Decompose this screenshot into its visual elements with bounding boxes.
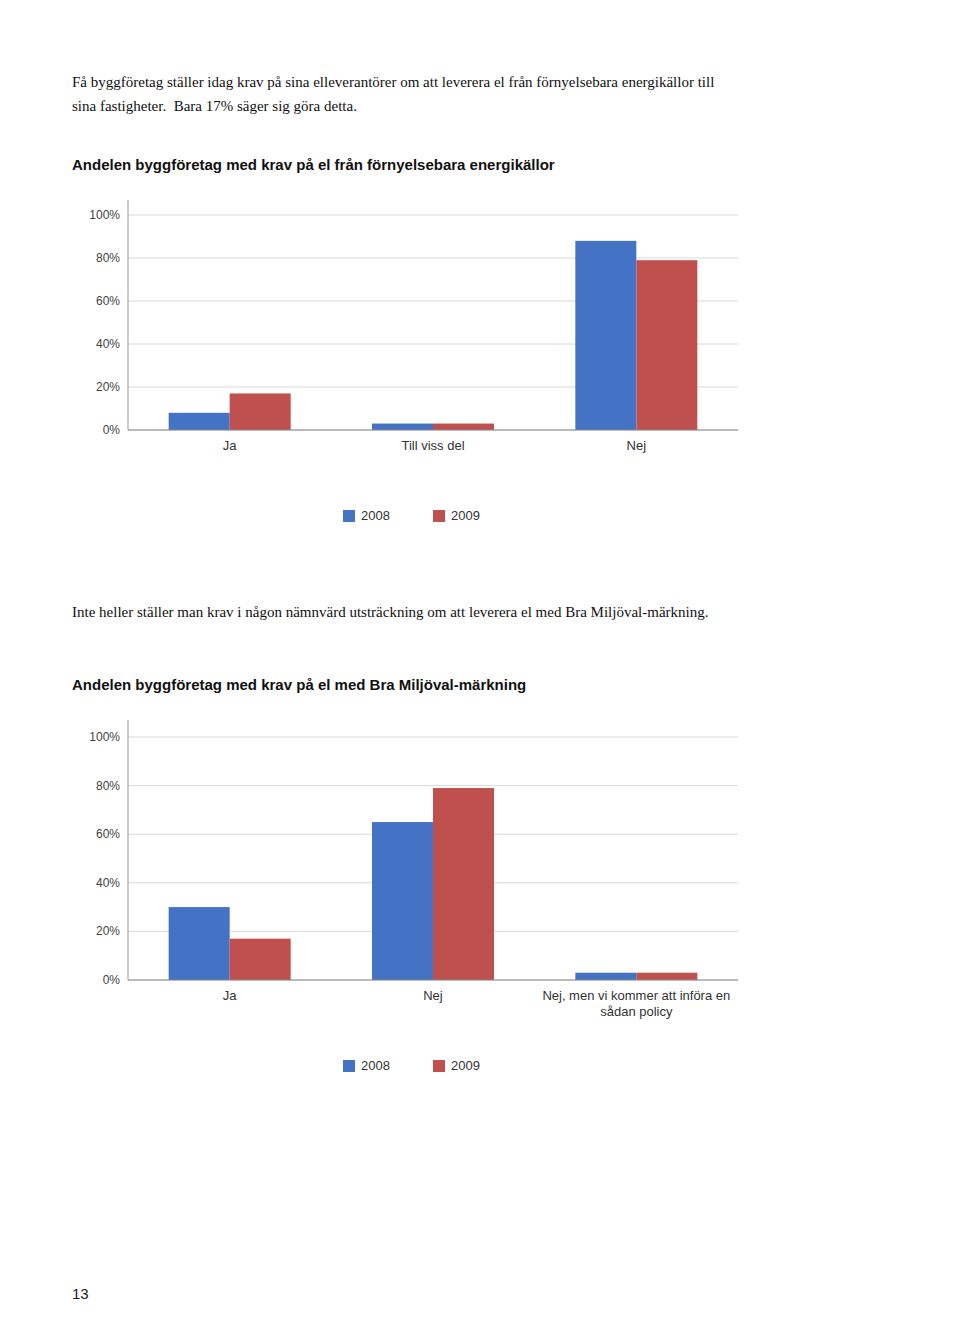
bar bbox=[575, 241, 636, 430]
y-tick-label: 60% bbox=[96, 827, 120, 841]
legend-swatch bbox=[433, 1060, 445, 1072]
y-tick-label: 80% bbox=[96, 779, 120, 793]
bar bbox=[575, 973, 636, 980]
page-number: 13 bbox=[72, 1285, 89, 1302]
grid-line bbox=[128, 215, 738, 216]
bar bbox=[372, 424, 433, 430]
y-tick-label: 100% bbox=[89, 730, 120, 744]
legend-label: 2009 bbox=[451, 508, 480, 523]
bars bbox=[169, 241, 698, 430]
grid-line bbox=[128, 737, 738, 738]
x-tick-label: Nej bbox=[423, 988, 443, 1003]
legend-swatch bbox=[343, 510, 355, 522]
legend: 2008 2009 bbox=[343, 508, 480, 523]
grid bbox=[128, 737, 738, 980]
y-axis-line bbox=[128, 200, 129, 430]
legend: 2008 2009 bbox=[343, 1058, 480, 1073]
bars bbox=[169, 788, 698, 980]
y-tick-label: 20% bbox=[96, 924, 120, 938]
y-tick-label: 0% bbox=[103, 973, 121, 987]
paragraph: Få byggföretag ställer idag krav på sina… bbox=[72, 70, 888, 118]
x-tick-label: Ja bbox=[223, 988, 238, 1003]
bar bbox=[169, 907, 230, 980]
paragraph: Inte heller ställer man krav i någon näm… bbox=[72, 600, 888, 624]
x-axis-line bbox=[128, 980, 738, 981]
grid-line bbox=[128, 430, 738, 431]
y-tick-label: 0% bbox=[103, 423, 121, 437]
grid-line bbox=[128, 258, 738, 259]
bar bbox=[433, 788, 494, 980]
x-tick-label: Nej bbox=[627, 438, 647, 453]
legend-label: 2009 bbox=[451, 1058, 480, 1073]
chart-title: Andelen byggföretag med krav på el med B… bbox=[72, 676, 526, 693]
bar bbox=[433, 424, 494, 430]
grid bbox=[128, 215, 738, 430]
bar bbox=[230, 393, 291, 430]
x-tick-label: Ja bbox=[223, 438, 238, 453]
y-tick-label: 80% bbox=[96, 251, 120, 265]
bar bbox=[230, 939, 291, 980]
x-axis-line bbox=[128, 430, 738, 431]
bar-chart: Andelen byggföretag med krav på el från … bbox=[72, 150, 888, 550]
legend-label: 2008 bbox=[361, 508, 390, 523]
bar bbox=[372, 822, 433, 980]
grid-line bbox=[128, 785, 738, 786]
grid-line bbox=[128, 980, 738, 981]
x-tick-label: Till viss del bbox=[401, 438, 464, 453]
legend-label: 2008 bbox=[361, 1058, 390, 1073]
legend-swatch bbox=[343, 1060, 355, 1072]
y-tick-label: 60% bbox=[96, 294, 120, 308]
x-tick-label: Nej, men vi kommer att införa ensådan po… bbox=[542, 988, 730, 1019]
y-tick-label: 40% bbox=[96, 876, 120, 890]
legend-swatch bbox=[433, 510, 445, 522]
y-axis-line bbox=[128, 720, 129, 980]
bar bbox=[169, 413, 230, 430]
y-tick-label: 40% bbox=[96, 337, 120, 351]
y-tick-label: 100% bbox=[89, 208, 120, 222]
chart-title: Andelen byggföretag med krav på el från … bbox=[72, 156, 555, 173]
bar bbox=[636, 973, 697, 980]
bar-chart: Andelen byggföretag med krav på el med B… bbox=[72, 670, 888, 1100]
y-tick-label: 20% bbox=[96, 380, 120, 394]
bar bbox=[636, 260, 697, 430]
